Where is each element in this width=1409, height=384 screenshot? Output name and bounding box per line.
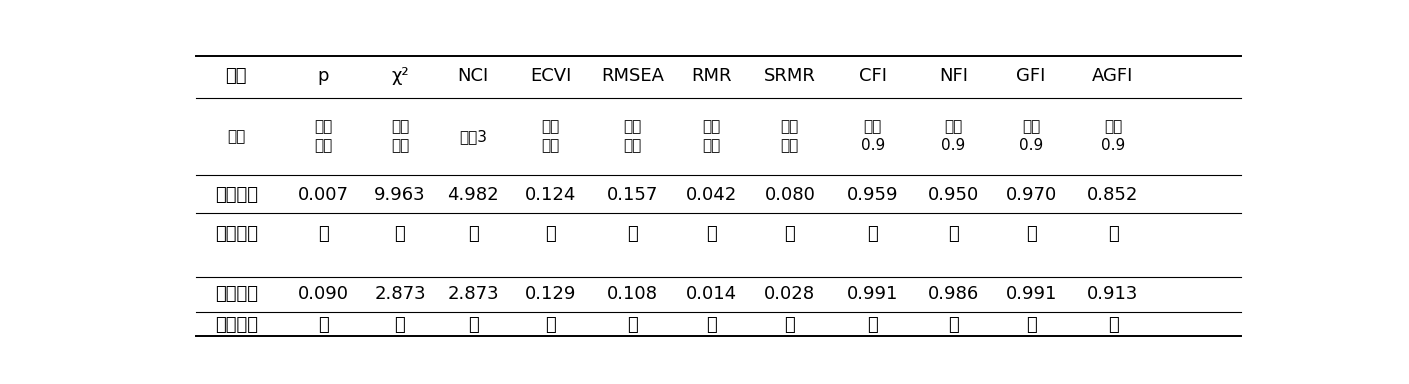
Text: 大於
0.9: 大於 0.9 bbox=[1019, 119, 1043, 153]
Text: 小於3: 小於3 bbox=[459, 129, 488, 144]
Text: 差: 差 bbox=[545, 316, 557, 334]
Text: 可: 可 bbox=[318, 316, 328, 334]
Text: 佳: 佳 bbox=[1026, 225, 1037, 243]
Text: 0.950: 0.950 bbox=[929, 185, 979, 204]
Text: 佳: 佳 bbox=[1026, 316, 1037, 334]
Text: 0.080: 0.080 bbox=[764, 185, 816, 204]
Text: 差: 差 bbox=[545, 225, 557, 243]
Text: 可: 可 bbox=[706, 225, 717, 243]
Text: 佳: 佳 bbox=[395, 316, 406, 334]
Text: 佳: 佳 bbox=[785, 316, 795, 334]
Text: CFI: CFI bbox=[859, 67, 886, 85]
Text: 2.873: 2.873 bbox=[375, 285, 426, 303]
Text: 最終模型: 最終模型 bbox=[214, 285, 258, 303]
Text: 差: 差 bbox=[468, 225, 479, 243]
Text: 符合程度: 符合程度 bbox=[214, 316, 258, 334]
Text: 大於
0.9: 大於 0.9 bbox=[1100, 119, 1126, 153]
Text: χ²: χ² bbox=[392, 67, 409, 85]
Text: 佳: 佳 bbox=[468, 316, 479, 334]
Text: 標準: 標準 bbox=[227, 129, 245, 144]
Text: 差: 差 bbox=[318, 225, 328, 243]
Text: 佳: 佳 bbox=[1107, 316, 1119, 334]
Text: p: p bbox=[318, 67, 330, 85]
Text: 0.913: 0.913 bbox=[1088, 285, 1138, 303]
Text: 0.124: 0.124 bbox=[526, 185, 576, 204]
Text: 0.986: 0.986 bbox=[929, 285, 979, 303]
Text: 指標: 指標 bbox=[225, 67, 247, 85]
Text: 0.970: 0.970 bbox=[1006, 185, 1057, 204]
Text: 愈大
愈好: 愈大 愈好 bbox=[314, 119, 333, 153]
Text: 佳: 佳 bbox=[706, 316, 717, 334]
Text: 9.963: 9.963 bbox=[375, 185, 426, 204]
Text: 差: 差 bbox=[1107, 225, 1119, 243]
Text: ECVI: ECVI bbox=[530, 67, 572, 85]
Text: 大於
0.9: 大於 0.9 bbox=[941, 119, 965, 153]
Text: RMR: RMR bbox=[690, 67, 731, 85]
Text: AGFI: AGFI bbox=[1092, 67, 1134, 85]
Text: 0.959: 0.959 bbox=[847, 185, 899, 204]
Text: 0.090: 0.090 bbox=[299, 285, 349, 303]
Text: 大於
0.9: 大於 0.9 bbox=[861, 119, 885, 153]
Text: RMSEA: RMSEA bbox=[602, 67, 664, 85]
Text: 可: 可 bbox=[627, 316, 638, 334]
Text: 佳: 佳 bbox=[868, 316, 878, 334]
Text: 2.873: 2.873 bbox=[447, 285, 499, 303]
Text: 0.007: 0.007 bbox=[299, 185, 349, 204]
Text: 0.014: 0.014 bbox=[686, 285, 737, 303]
Text: 0.042: 0.042 bbox=[686, 185, 737, 204]
Text: 愈小
愈好: 愈小 愈好 bbox=[702, 119, 720, 153]
Text: 佳: 佳 bbox=[948, 225, 960, 243]
Text: 0.157: 0.157 bbox=[607, 185, 658, 204]
Text: 0.991: 0.991 bbox=[1006, 285, 1057, 303]
Text: 0.129: 0.129 bbox=[526, 285, 576, 303]
Text: 4.982: 4.982 bbox=[447, 185, 499, 204]
Text: 0.108: 0.108 bbox=[607, 285, 658, 303]
Text: 差: 差 bbox=[395, 225, 406, 243]
Text: 0.028: 0.028 bbox=[764, 285, 816, 303]
Text: NFI: NFI bbox=[940, 67, 968, 85]
Text: 佳: 佳 bbox=[948, 316, 960, 334]
Text: 愈小
愈好: 愈小 愈好 bbox=[541, 119, 559, 153]
Text: 佳: 佳 bbox=[868, 225, 878, 243]
Text: 愈小
愈好: 愈小 愈好 bbox=[781, 119, 799, 153]
Text: 0.991: 0.991 bbox=[847, 285, 899, 303]
Text: 愈小
愈好: 愈小 愈好 bbox=[390, 119, 409, 153]
Text: NCI: NCI bbox=[458, 67, 489, 85]
Text: 0.852: 0.852 bbox=[1088, 185, 1138, 204]
Text: GFI: GFI bbox=[1016, 67, 1045, 85]
Text: 差: 差 bbox=[627, 225, 638, 243]
Text: SRMR: SRMR bbox=[764, 67, 816, 85]
Text: 理論模型: 理論模型 bbox=[214, 185, 258, 204]
Text: 差: 差 bbox=[785, 225, 795, 243]
Text: 符合程度: 符合程度 bbox=[214, 225, 258, 243]
Text: 愈小
愈好: 愈小 愈好 bbox=[623, 119, 641, 153]
